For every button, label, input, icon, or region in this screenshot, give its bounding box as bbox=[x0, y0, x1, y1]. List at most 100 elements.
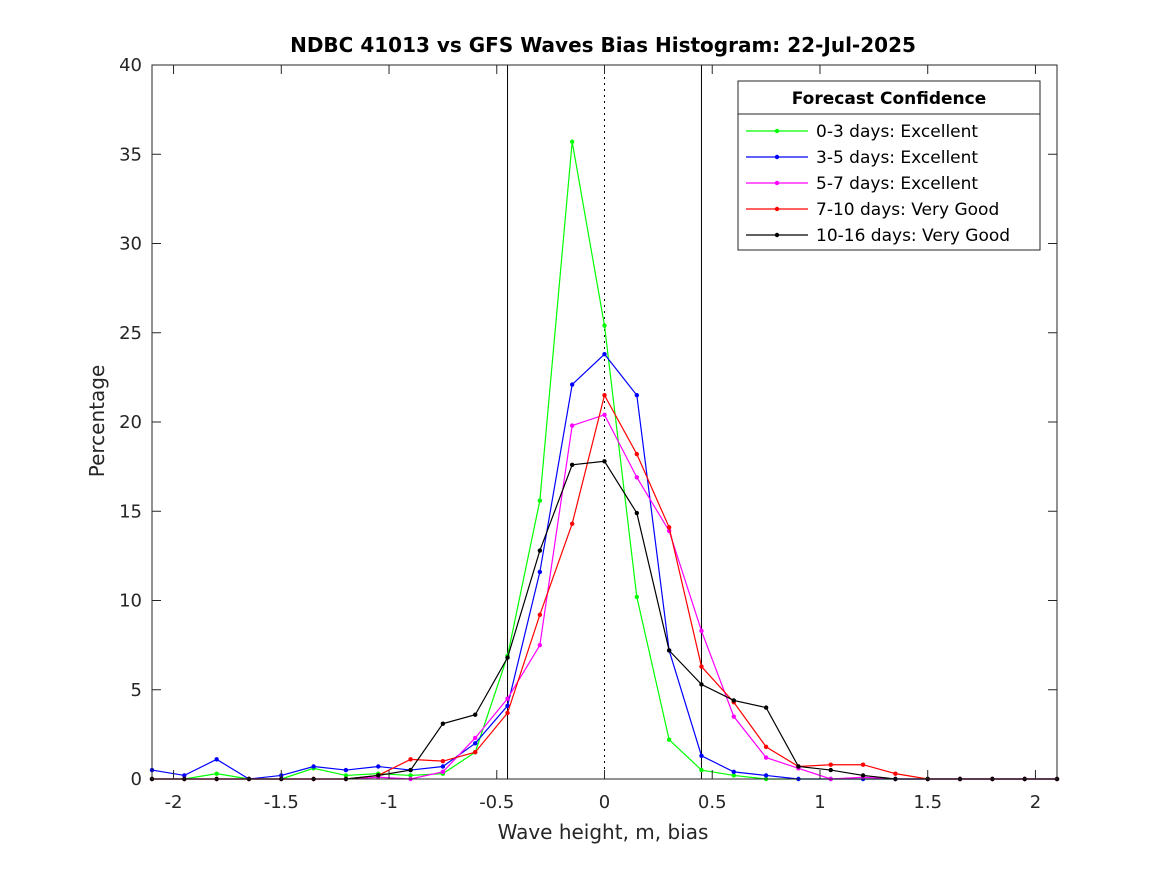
data-point bbox=[440, 721, 446, 726]
data-point bbox=[537, 498, 543, 503]
data-point bbox=[666, 737, 672, 742]
data-point bbox=[763, 773, 769, 778]
data-point bbox=[343, 773, 349, 778]
data-point bbox=[473, 735, 478, 741]
series-line bbox=[151, 353, 1057, 780]
data-point bbox=[473, 750, 478, 755]
data-point bbox=[634, 475, 640, 480]
y-tick-label: 15 bbox=[119, 501, 142, 522]
legend-item-1: 0-3 days: Excellent bbox=[746, 122, 978, 142]
data-point bbox=[569, 423, 575, 428]
legend-swatch-marker bbox=[774, 154, 780, 160]
y-tick-label: 25 bbox=[119, 323, 142, 344]
legend-label: 3-5 days: Excellent bbox=[816, 148, 978, 168]
series-line bbox=[152, 414, 1057, 780]
data-point bbox=[537, 642, 543, 648]
legend-box bbox=[737, 80, 1041, 251]
x-axis: -2 -1.5 -1 -0.5 0 0.5 1 1.5 2 bbox=[165, 65, 1041, 813]
data-point bbox=[666, 525, 672, 530]
legend: Forecast Confidence 0-3 days: Excellent 3-… bbox=[737, 80, 1041, 251]
x-tick-label: -2 bbox=[165, 792, 183, 813]
data-point bbox=[860, 773, 866, 778]
y-tick-label: 10 bbox=[119, 591, 142, 612]
data-point bbox=[408, 757, 413, 762]
legend-label: 10-16 days: Very Good bbox=[816, 226, 1010, 246]
data-point bbox=[634, 594, 640, 600]
data-point bbox=[473, 741, 478, 746]
legend-title: Forecast Confidence bbox=[792, 89, 987, 109]
data-point bbox=[214, 757, 219, 762]
data-point bbox=[666, 648, 672, 653]
y-tick-label: 30 bbox=[119, 234, 142, 255]
y-tick-label: 0 bbox=[131, 769, 142, 790]
data-point bbox=[731, 714, 736, 719]
data-point bbox=[602, 323, 607, 328]
data-point bbox=[537, 548, 543, 553]
data-point bbox=[634, 451, 640, 457]
data-point bbox=[343, 767, 349, 773]
data-point bbox=[699, 664, 704, 669]
data-point bbox=[602, 412, 607, 418]
data-point bbox=[828, 762, 833, 767]
data-point bbox=[311, 764, 316, 769]
data-point bbox=[408, 767, 413, 773]
data-point bbox=[699, 628, 704, 634]
data-point bbox=[376, 764, 381, 769]
data-point bbox=[731, 769, 736, 775]
legend-item-3: 5-7 days: Excellent bbox=[746, 174, 978, 194]
data-point bbox=[505, 655, 510, 660]
data-point bbox=[602, 351, 607, 357]
data-point bbox=[505, 696, 510, 701]
data-point bbox=[828, 767, 833, 773]
x-tick-label: 1.5 bbox=[913, 792, 942, 813]
y-tick-label: 35 bbox=[119, 144, 142, 165]
legend-item-5: 10-16 days: Very Good bbox=[746, 226, 1010, 246]
data-point bbox=[634, 393, 640, 398]
x-tick-label: 2 bbox=[1030, 792, 1041, 813]
legend-swatch-marker bbox=[774, 206, 780, 212]
data-point bbox=[763, 744, 769, 750]
legend-label: 7-10 days: Very Good bbox=[816, 200, 999, 220]
data-point bbox=[699, 767, 704, 773]
y-axis: 0 5 10 15 20 25 30 35 40 bbox=[119, 55, 1057, 790]
data-point bbox=[893, 771, 898, 776]
data-point bbox=[569, 382, 575, 387]
data-point bbox=[602, 393, 607, 398]
legend-label: 5-7 days: Excellent bbox=[816, 174, 978, 194]
data-point bbox=[182, 773, 187, 778]
y-tick-label: 5 bbox=[131, 680, 142, 701]
x-tick-label: -0.5 bbox=[479, 792, 514, 813]
x-tick-label: 1 bbox=[814, 792, 825, 813]
data-point bbox=[569, 462, 575, 468]
data-point bbox=[537, 612, 543, 617]
legend-swatch-marker bbox=[774, 180, 780, 186]
data-point bbox=[860, 762, 866, 767]
data-point bbox=[440, 769, 446, 775]
data-point bbox=[699, 753, 704, 758]
legend-item-4: 7-10 days: Very Good bbox=[746, 200, 999, 220]
data-point bbox=[763, 755, 769, 760]
data-point bbox=[505, 710, 510, 716]
x-tick-label: -1.5 bbox=[264, 792, 299, 813]
y-axis-label: Percentage bbox=[85, 365, 109, 478]
data-point bbox=[408, 773, 413, 778]
x-axis-label: Wave height, m, bias bbox=[498, 820, 709, 844]
data-point bbox=[376, 773, 381, 778]
data-point bbox=[440, 758, 446, 764]
data-point bbox=[569, 521, 575, 526]
data-point bbox=[602, 459, 607, 464]
chart-title: NDBC 41013 vs GFS Waves Bias Histogram: … bbox=[290, 33, 916, 57]
x-tick-label: 0 bbox=[599, 792, 610, 813]
data-point bbox=[537, 569, 543, 575]
data-point bbox=[473, 712, 478, 717]
data-point bbox=[569, 139, 575, 144]
x-tick-label: 0.5 bbox=[698, 792, 727, 813]
x-tick-label: -1 bbox=[380, 792, 398, 813]
y-tick-label: 20 bbox=[119, 412, 142, 433]
data-point bbox=[731, 698, 736, 703]
data-point bbox=[634, 510, 640, 516]
y-tick-label: 40 bbox=[119, 55, 142, 76]
data-point bbox=[505, 703, 510, 709]
